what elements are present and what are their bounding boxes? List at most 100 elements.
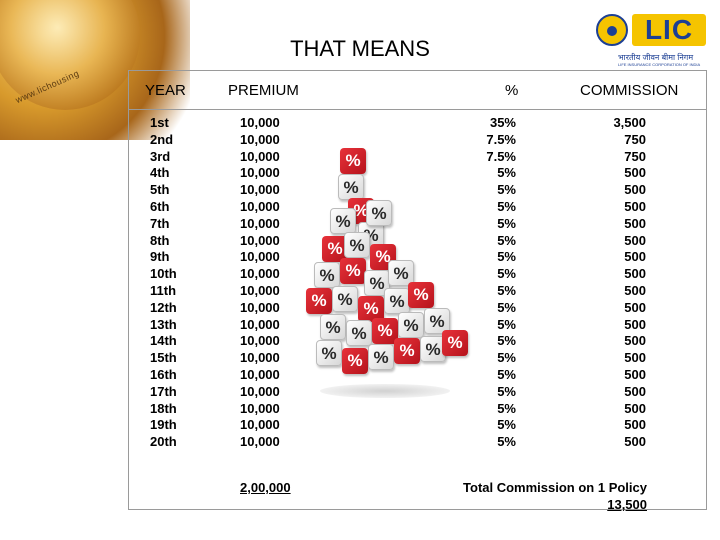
- year-cell: 12th: [150, 299, 177, 315]
- year-cell: 5th: [150, 182, 170, 198]
- white-percent-die-icon: %: [384, 288, 410, 314]
- commission-cell: 500: [624, 198, 646, 214]
- premium-cell: 10,000: [240, 148, 280, 164]
- percent-cell: 5%: [497, 165, 516, 181]
- year-column: 1st 2nd 3rd 4th 5th 6th 7th 8th 9th 10th 11th 12th 1…: [150, 115, 177, 451]
- premium-cell: 10,000: [240, 316, 280, 332]
- percent-column: 35% 7.5% 7.5% 5% 5% 5% 5% 5% 5% 5% 5% 5% 5% 5% 5% 5% 5% 5…: [440, 115, 516, 451]
- year-cell: 10th: [150, 266, 177, 282]
- premium-cell: 10,000: [240, 434, 280, 450]
- commission-cell: 500: [624, 215, 646, 231]
- white-percent-die-icon: %: [316, 340, 342, 366]
- commission-cell: 500: [624, 366, 646, 382]
- commission-cell: 500: [624, 333, 646, 349]
- premium-cell: 10,000: [240, 366, 280, 382]
- premium-cell: 10,000: [240, 131, 280, 147]
- header-commission: COMMISSION: [580, 82, 679, 99]
- year-cell: 19th: [150, 417, 177, 433]
- white-percent-die-icon: %: [420, 336, 446, 362]
- commission-cell: 500: [624, 249, 646, 265]
- lic-emblem-icon: [596, 14, 628, 46]
- year-cell: 11th: [150, 282, 177, 298]
- header-premium: PREMIUM: [228, 82, 299, 99]
- red-percent-die-icon: %: [394, 338, 420, 364]
- premium-cell: 10,000: [240, 215, 280, 231]
- year-cell: 16th: [150, 366, 177, 382]
- red-percent-die-icon: %: [408, 282, 434, 308]
- percent-cell: 5%: [497, 182, 516, 198]
- red-percent-die-icon: %: [322, 236, 348, 262]
- white-percent-die-icon: %: [344, 232, 370, 258]
- year-cell: 13th: [150, 316, 177, 332]
- commission-cell: 500: [624, 350, 646, 366]
- percent-cell: 5%: [497, 299, 516, 315]
- white-percent-die-icon: %: [388, 260, 414, 286]
- percent-cell: 5%: [497, 215, 516, 231]
- red-percent-die-icon: %: [342, 348, 368, 374]
- year-cell: 15th: [150, 350, 177, 366]
- commission-cell: 500: [624, 383, 646, 399]
- premium-cell: 10,000: [240, 350, 280, 366]
- premium-column: 10,000 10,000 10,000 10,000 10,000 10,000 10,0…: [240, 115, 280, 451]
- percent-cell: 5%: [497, 266, 516, 282]
- premium-cell: 10,000: [240, 282, 280, 298]
- premium-cell: 10,000: [240, 232, 280, 248]
- red-percent-die-icon: %: [372, 318, 398, 344]
- year-cell: 2nd: [150, 131, 174, 147]
- premium-cell: 10,000: [240, 417, 280, 433]
- percent-cell: 5%: [497, 366, 516, 382]
- white-percent-die-icon: %: [366, 200, 392, 226]
- percent-cell: 5%: [497, 417, 516, 433]
- header-percent: %: [505, 82, 519, 99]
- commission-cell: 500: [624, 182, 646, 198]
- percent-cell: 5%: [497, 249, 516, 265]
- white-percent-die-icon: %: [330, 208, 356, 234]
- red-percent-die-icon: %: [306, 288, 332, 314]
- premium-cell: 10,000: [240, 383, 280, 399]
- red-percent-die-icon: %: [340, 258, 366, 284]
- total-commission: 13,500: [447, 497, 647, 512]
- white-percent-die-icon: %: [338, 174, 364, 200]
- year-cell: 14th: [150, 333, 177, 349]
- year-cell: 6th: [150, 198, 170, 214]
- white-percent-die-icon: %: [424, 308, 450, 334]
- premium-cell: 10,000: [240, 182, 280, 198]
- percent-cell: 35%: [489, 115, 516, 130]
- year-cell: 9th: [150, 249, 170, 265]
- lic-logo-hindi: भारतीय जीवन बीमा निगम: [618, 53, 694, 62]
- commission-cell: 500: [624, 417, 646, 433]
- commission-cell: 500: [624, 165, 646, 181]
- commission-cell: 750: [624, 148, 646, 164]
- total-commission-value: 13,500: [607, 497, 647, 512]
- premium-cell: 10,000: [240, 266, 280, 282]
- white-percent-die-icon: %: [332, 286, 358, 312]
- red-percent-die-icon: %: [340, 148, 366, 174]
- premium-cell: 10,000: [240, 299, 280, 315]
- commission-cell: 500: [624, 299, 646, 315]
- percent-cell: 5%: [497, 400, 516, 416]
- year-cell: 18th: [150, 400, 177, 416]
- lic-logo: LIC भारतीय जीवन बीमा निगम LIFE INSURANCE…: [596, 12, 708, 68]
- header-year: YEAR: [145, 82, 186, 99]
- year-cell: 7th: [150, 215, 170, 231]
- percent-cell: 5%: [497, 282, 516, 298]
- year-cell: 17th: [150, 383, 177, 399]
- year-cell: 8th: [150, 232, 170, 248]
- year-cell: 20th: [150, 434, 177, 450]
- total-premium: 2,00,000: [240, 480, 291, 495]
- commission-cell: 500: [624, 266, 646, 282]
- lic-logo-subtitle: LIFE INSURANCE CORPORATION OF INDIA: [618, 62, 701, 67]
- percent-cell: 5%: [497, 232, 516, 248]
- page-title: THAT MEANS: [0, 36, 720, 62]
- commission-cell: 500: [624, 232, 646, 248]
- white-percent-die-icon: %: [320, 314, 346, 340]
- lic-logo-word: LIC: [632, 14, 706, 46]
- premium-cell: 10,000: [240, 198, 280, 214]
- percent-cell: 5%: [497, 350, 516, 366]
- commission-cell: 500: [624, 400, 646, 416]
- commission-cell: 750: [624, 131, 646, 147]
- red-percent-die-icon: %: [358, 296, 384, 322]
- white-percent-die-icon: %: [346, 320, 372, 346]
- year-cell: 1st: [150, 115, 169, 130]
- commission-cell: 500: [624, 434, 646, 450]
